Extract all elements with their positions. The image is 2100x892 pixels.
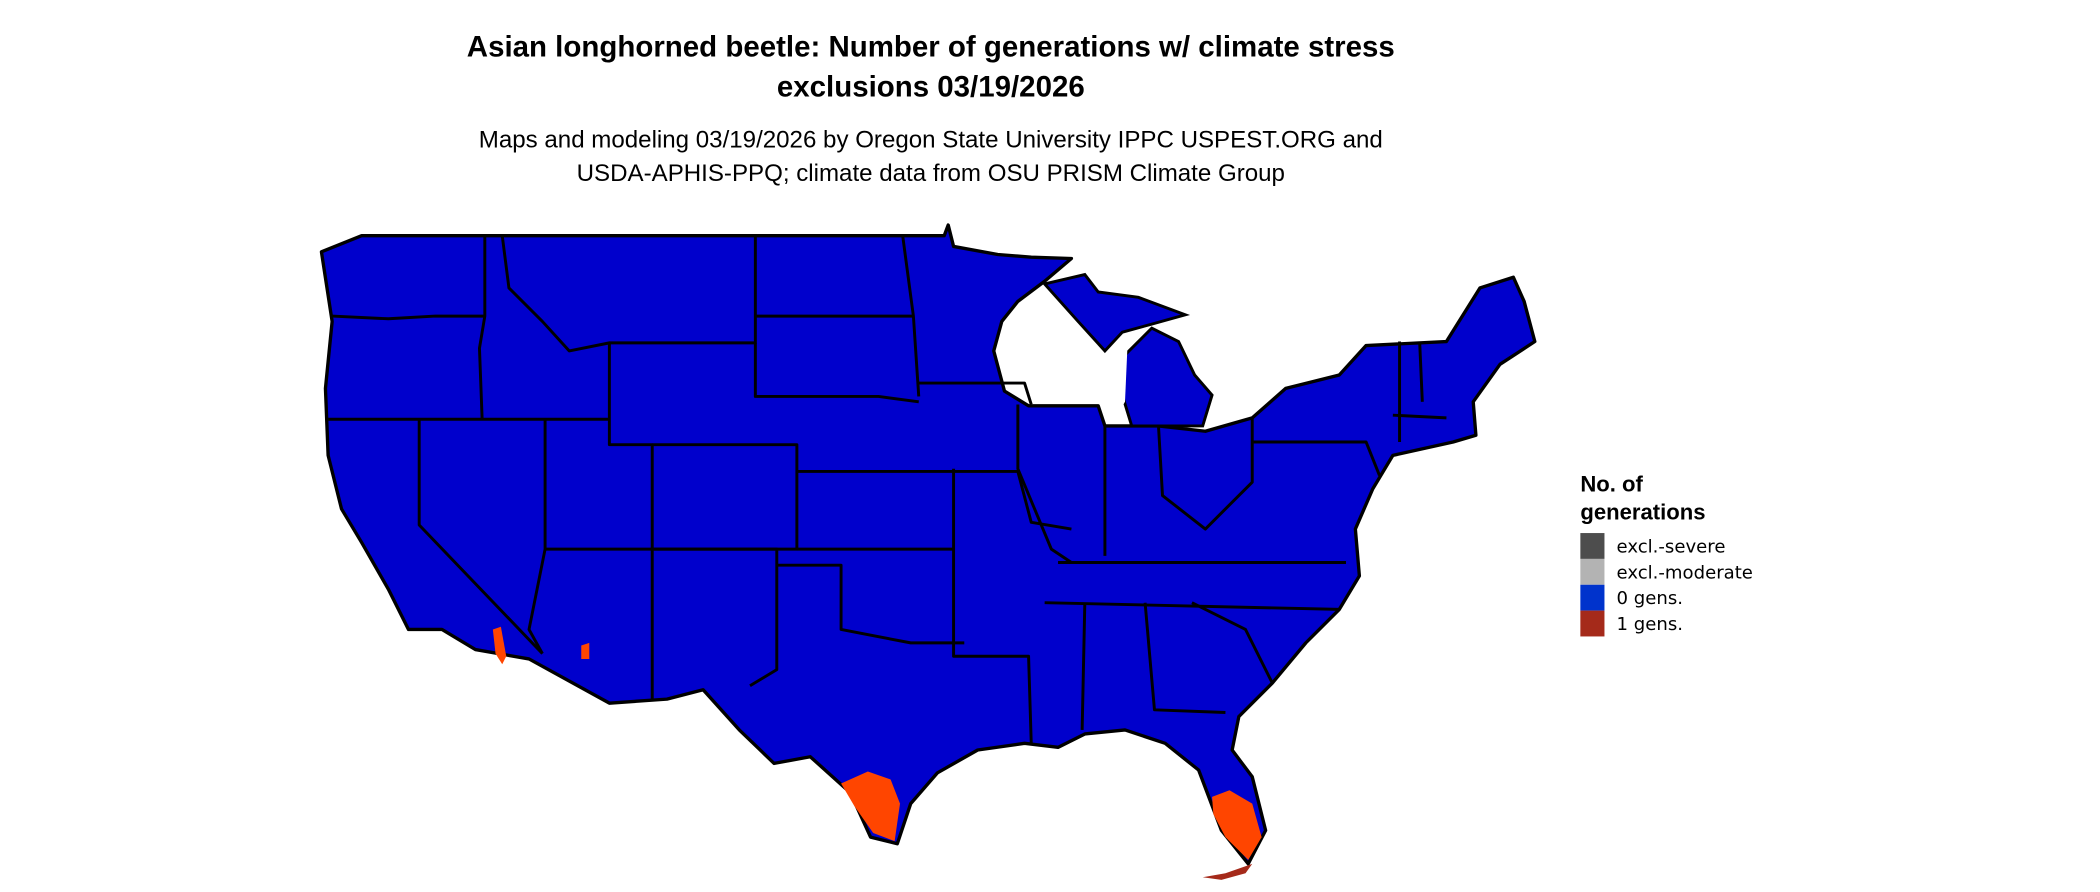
legend-title-line-1: No. of (1580, 472, 1643, 497)
state-borders (328, 235, 1447, 744)
us-map (319, 223, 1537, 880)
subtitle-line-2: USDA-APHIS-PPQ; climate data from OSU PR… (577, 160, 1285, 187)
highlight-florida-keys (1202, 863, 1253, 880)
title-line-2: exclusions 03/19/2026 (777, 70, 1085, 103)
upper-michigan (1041, 272, 1191, 354)
us-outline (319, 223, 1537, 866)
legend-label: excl.-moderate (1617, 562, 1753, 583)
legend-swatch (1580, 533, 1605, 559)
subtitle-line-1: Maps and modeling 03/19/2026 by Oregon S… (479, 126, 1383, 153)
lake-michigan (1100, 341, 1128, 421)
title-line-1: Asian longhorned beetle: Number of gener… (467, 30, 1395, 63)
highlight-south-florida (1212, 790, 1262, 860)
legend-swatch (1580, 558, 1605, 585)
legend: No. of generations excl.-severe excl.-mod… (1580, 472, 1753, 637)
legend-swatch (1580, 584, 1605, 611)
lower-michigan (1120, 326, 1214, 428)
legend-label: excl.-severe (1617, 536, 1726, 557)
legend-label: 1 gens. (1617, 614, 1683, 635)
highlight-south-texas (841, 771, 900, 842)
legend-label: 0 gens. (1617, 588, 1683, 609)
highlight-arizona (581, 642, 590, 659)
legend-title-line-2: generations (1580, 500, 1705, 525)
highlight-southern-california (492, 626, 507, 665)
legend-swatch (1580, 610, 1605, 637)
